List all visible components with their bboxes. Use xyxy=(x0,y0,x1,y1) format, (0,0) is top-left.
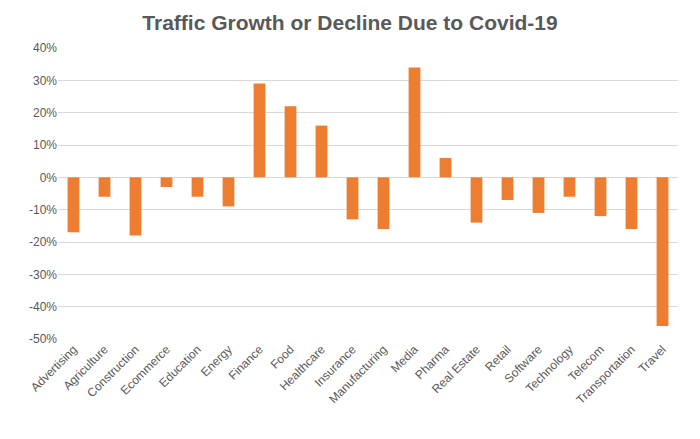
svg-text:Telecom: Telecom xyxy=(565,342,606,383)
svg-text:Education: Education xyxy=(156,342,204,390)
svg-text:Real Estate: Real Estate xyxy=(429,342,483,396)
svg-text:-10%: -10% xyxy=(29,203,57,217)
svg-text:-40%: -40% xyxy=(29,300,57,314)
svg-text:Construction: Construction xyxy=(84,342,142,400)
svg-text:Ecommerce: Ecommerce xyxy=(118,342,173,397)
svg-text:Food: Food xyxy=(268,342,297,371)
svg-text:-50%: -50% xyxy=(29,332,57,346)
svg-text:Healthcare: Healthcare xyxy=(277,342,328,393)
svg-text:Traffic Growth or Decline Due: Traffic Growth or Decline Due to Covid-1… xyxy=(142,11,557,34)
svg-text:30%: 30% xyxy=(33,74,57,88)
svg-text:Software: Software xyxy=(501,342,545,386)
svg-text:Advertising: Advertising xyxy=(28,342,80,394)
svg-text:10%: 10% xyxy=(33,138,57,152)
svg-text:Travel: Travel xyxy=(636,342,669,375)
svg-text:-20%: -20% xyxy=(29,235,57,249)
svg-text:Insurance: Insurance xyxy=(312,342,359,389)
svg-text:Energy: Energy xyxy=(198,342,235,379)
svg-text:-30%: -30% xyxy=(29,268,57,282)
svg-text:40%: 40% xyxy=(33,41,57,55)
svg-text:20%: 20% xyxy=(33,106,57,120)
svg-text:Agriculture: Agriculture xyxy=(60,342,111,393)
svg-text:Technology: Technology xyxy=(523,342,576,395)
svg-text:Retail: Retail xyxy=(482,342,514,374)
svg-text:Transportation: Transportation xyxy=(574,342,638,406)
svg-text:Media: Media xyxy=(388,342,421,375)
svg-text:0%: 0% xyxy=(40,171,58,185)
svg-text:Manufacturing: Manufacturing xyxy=(326,342,390,406)
svg-text:Finance: Finance xyxy=(226,342,266,382)
svg-text:Pharma: Pharma xyxy=(412,342,452,382)
